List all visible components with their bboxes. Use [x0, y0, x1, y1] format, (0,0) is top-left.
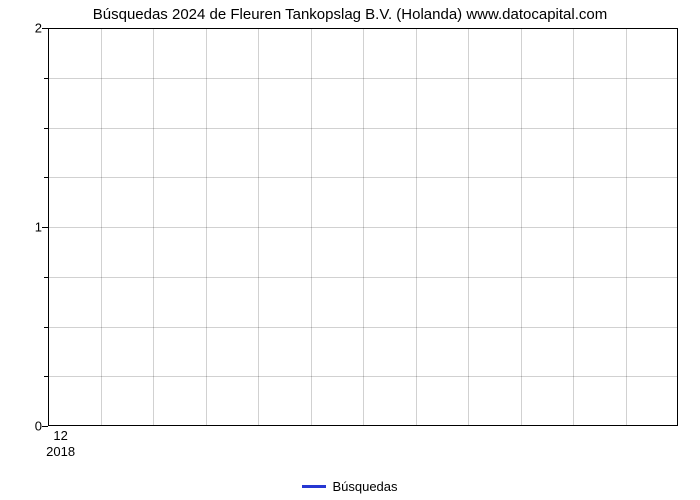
gridline-horizontal — [48, 78, 678, 79]
x-tick-label: 12 — [53, 428, 67, 443]
y-minor-tick-mark — [44, 327, 48, 328]
y-minor-tick-mark — [44, 277, 48, 278]
gridline-horizontal — [48, 376, 678, 377]
y-minor-tick-mark — [44, 78, 48, 79]
gridline-horizontal — [48, 227, 678, 228]
gridline-horizontal — [48, 277, 678, 278]
gridline-horizontal — [48, 327, 678, 328]
y-minor-tick-mark — [44, 376, 48, 377]
legend-label: Búsquedas — [332, 479, 397, 494]
legend-line-icon — [302, 485, 326, 488]
gridline-horizontal — [48, 128, 678, 129]
y-minor-tick-mark — [44, 128, 48, 129]
y-tick-mark — [42, 426, 48, 427]
y-minor-tick-mark — [44, 177, 48, 178]
y-tick-label: 0 — [18, 419, 42, 434]
legend: Búsquedas — [0, 478, 700, 494]
y-tick-mark — [42, 28, 48, 29]
x-year-label: 2018 — [46, 444, 75, 459]
gridline-horizontal — [48, 177, 678, 178]
y-tick-label: 2 — [18, 21, 42, 36]
chart-container: Búsquedas 2024 de Fleuren Tankopslag B.V… — [0, 0, 700, 500]
chart-title: Búsquedas 2024 de Fleuren Tankopslag B.V… — [0, 6, 700, 23]
y-tick-label: 1 — [18, 220, 42, 235]
y-tick-mark — [42, 227, 48, 228]
